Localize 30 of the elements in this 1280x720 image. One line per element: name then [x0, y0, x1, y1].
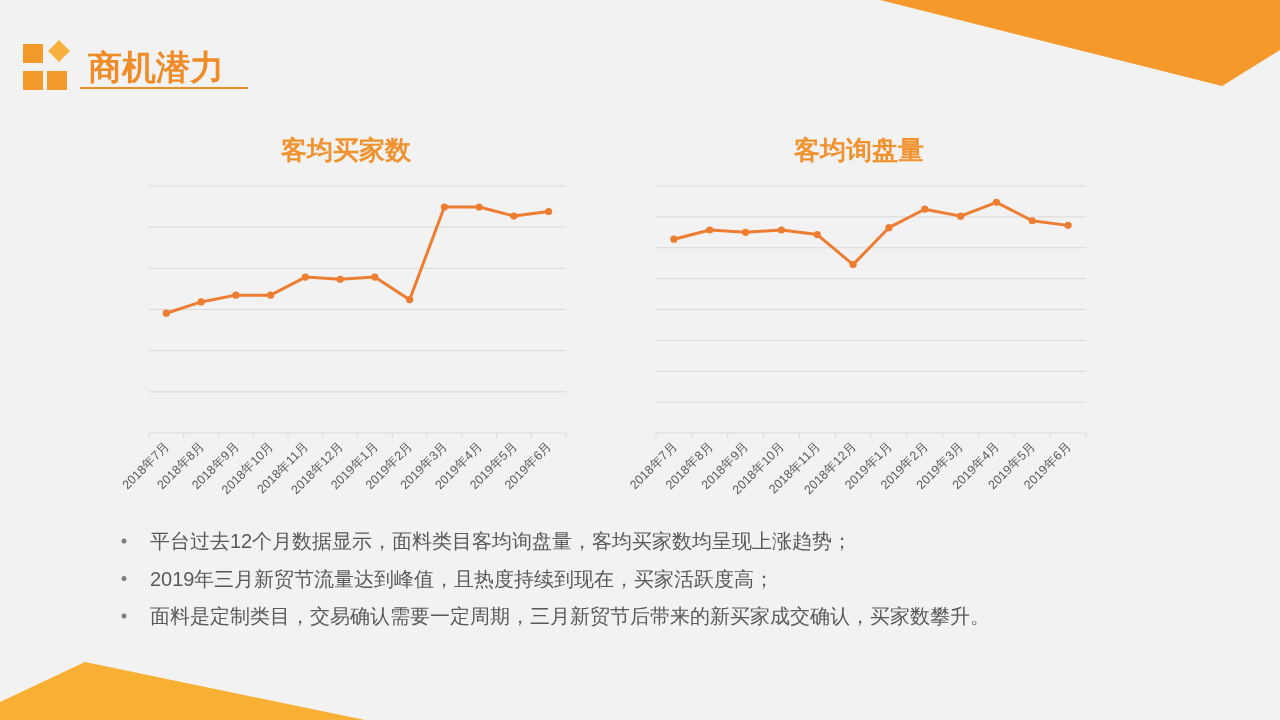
point: [849, 260, 857, 269]
point: [162, 309, 170, 317]
point: [475, 203, 483, 211]
point: [301, 273, 309, 281]
text: 平台过去12个月数据显示，面料类目客均询盘量，客均买家数均呈现上涨趋势；: [150, 530, 853, 552]
point: [1064, 221, 1072, 229]
point: [706, 226, 714, 234]
point: [406, 296, 414, 304]
point: [777, 226, 786, 234]
point: [371, 273, 379, 281]
point: [992, 198, 1001, 206]
text: 商机潜力: [88, 48, 224, 86]
point: [197, 298, 205, 306]
chart-title: 客均询盘量: [793, 135, 924, 165]
point: [670, 235, 678, 243]
point: [921, 205, 929, 213]
chart-title: 客均买家数: [279, 135, 412, 165]
point: [1028, 217, 1036, 225]
point: [336, 275, 344, 283]
text: 面料是定制类目，交易确认需要一定周期，三月新贸节后带来的新买家成交确认，买家数攀升。: [150, 605, 990, 627]
point: [545, 207, 553, 216]
point: [440, 203, 448, 211]
text: 2019年三月新贸节流量达到峰值，且热度持续到现在，买家活跃度高；: [150, 567, 775, 590]
point: [510, 212, 518, 220]
point: [741, 228, 750, 236]
point: [956, 212, 965, 220]
point: [813, 231, 821, 239]
point: [232, 291, 240, 299]
point: [885, 224, 893, 232]
point: [267, 291, 275, 299]
